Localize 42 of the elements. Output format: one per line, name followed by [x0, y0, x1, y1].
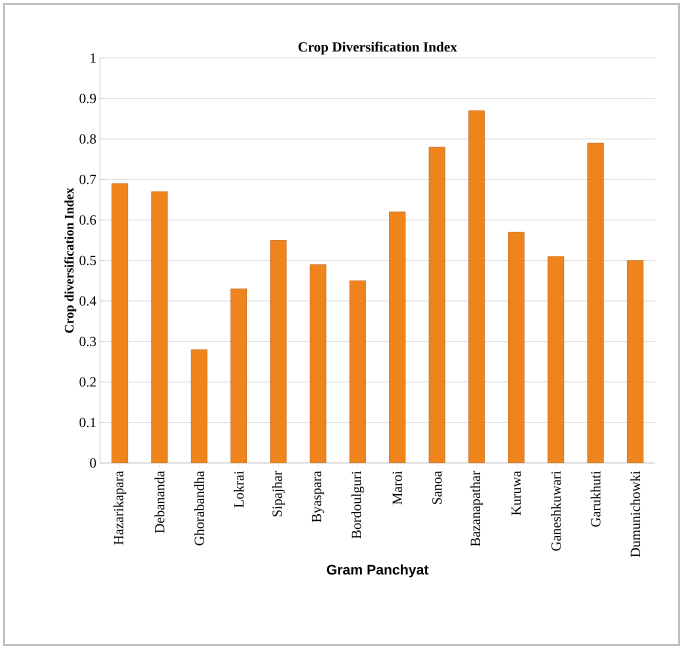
bar	[389, 212, 406, 463]
y-tick-label: 0	[90, 458, 96, 468]
x-tick-label: Ganeshkuwari	[550, 471, 561, 551]
bar	[626, 260, 644, 463]
bar	[112, 183, 128, 463]
bar	[310, 264, 326, 463]
y-tick-label: 0.7	[80, 174, 96, 184]
y-axis-title: Crop diversification Index	[64, 188, 76, 333]
x-tick-label: Byaspara	[312, 470, 324, 522]
y-tick-label: 0.1	[80, 418, 96, 428]
bar	[190, 349, 208, 463]
chart-title: Crop Diversification Index	[298, 42, 458, 54]
y-tick-label: 0.6	[80, 215, 96, 225]
y-tick-label: 0.5	[80, 256, 96, 266]
x-tick-label: Maroi	[392, 471, 402, 504]
y-tick-label: 0.4	[80, 296, 96, 306]
bar	[428, 146, 446, 463]
bar	[587, 142, 604, 463]
x-tick-label: Bazanapathar	[470, 470, 483, 546]
y-tick-label: 0.3	[80, 336, 96, 346]
bar	[468, 110, 485, 463]
x-tick-label: Bordoulguri	[351, 471, 364, 539]
x-tick-label: Sanoa	[432, 470, 442, 504]
x-tick-label: Debananda	[154, 470, 164, 534]
x-tick-label: Ghorabandha	[194, 470, 204, 546]
x-tick-label: Garukhuti	[590, 471, 600, 527]
bar	[548, 256, 564, 463]
x-axis-title: Gram Panchyat	[326, 564, 428, 578]
bar	[151, 191, 168, 463]
bar	[349, 280, 366, 463]
bar	[230, 288, 247, 463]
x-tick-label: Hazarikapara	[113, 470, 126, 545]
x-tick-label: Lokrai	[234, 471, 244, 508]
bar	[270, 240, 287, 463]
y-tick-label: 0.9	[80, 94, 96, 104]
x-tick-label: Sipajhar	[272, 470, 285, 516]
y-tick-label: 1	[90, 53, 96, 63]
bar	[508, 232, 524, 463]
x-tick-label: Kuruwa	[512, 470, 521, 516]
y-tick-label: 0.8	[80, 134, 96, 144]
x-tick-label: Dumunichowki	[630, 471, 640, 558]
y-tick-label: 0.2	[80, 377, 96, 387]
